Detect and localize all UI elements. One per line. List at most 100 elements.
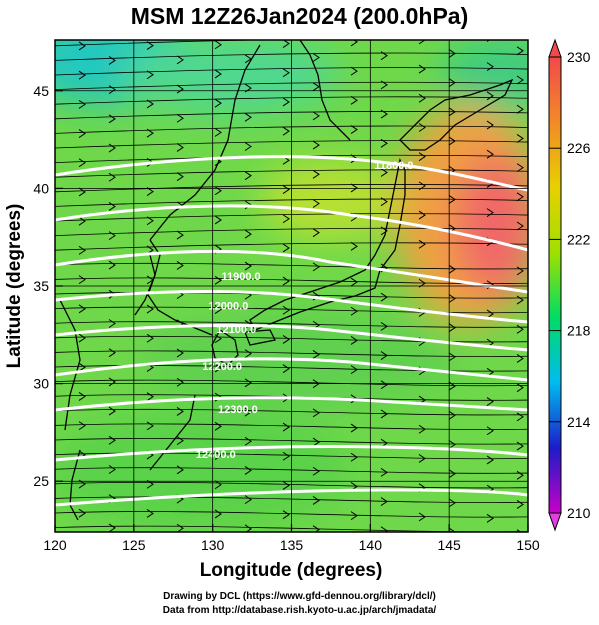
x-tick-label: 125 bbox=[122, 537, 146, 553]
streamline-arrow bbox=[108, 172, 116, 182]
streamline-arrow bbox=[486, 426, 494, 436]
hokkaido-coast bbox=[399, 78, 514, 151]
streamline-arrow bbox=[244, 495, 252, 505]
streamline bbox=[55, 183, 528, 193]
streamline-arrow bbox=[350, 336, 358, 345]
streamline-arrow bbox=[350, 365, 358, 375]
streamline bbox=[55, 423, 528, 430]
colorbar: 210 214 218 222 226 230 bbox=[548, 38, 591, 532]
contour-label: 12000.0 bbox=[209, 300, 249, 312]
streamline-arrow bbox=[108, 406, 116, 416]
streamline bbox=[55, 365, 528, 372]
credit-data: Data from http://database.rish.kyoto-u.a… bbox=[162, 605, 437, 616]
streamline-arrow bbox=[380, 380, 388, 390]
streamline-arrow bbox=[380, 351, 388, 360]
streamline-arrow bbox=[380, 109, 388, 119]
streamline-arrow bbox=[214, 363, 222, 373]
colorbar-tick-label: 226 bbox=[567, 140, 591, 156]
streamline-arrow bbox=[146, 304, 154, 314]
streamline-arrow bbox=[516, 500, 524, 509]
streamline-arrow bbox=[312, 408, 320, 418]
geopotential-contours bbox=[55, 155, 528, 507]
streamline-arrow bbox=[214, 275, 222, 285]
streamline-arrow bbox=[244, 261, 252, 271]
streamline-arrow bbox=[78, 216, 86, 226]
colorbar-tick-label: 230 bbox=[567, 49, 591, 65]
streamline-arrow bbox=[282, 276, 290, 286]
streamline-arrow bbox=[282, 97, 290, 107]
china-coast bbox=[59, 299, 81, 431]
streamline-arrow bbox=[418, 123, 426, 132]
streamline-arrow bbox=[350, 125, 358, 134]
streamline-arrow bbox=[108, 377, 116, 387]
shikoku-coast bbox=[244, 329, 276, 346]
streamline-arrow bbox=[448, 469, 456, 479]
streamline-arrow bbox=[282, 510, 290, 520]
y-tick-label: 45 bbox=[33, 83, 49, 99]
streamline-arrow bbox=[78, 508, 86, 518]
streamline-arrow bbox=[214, 509, 222, 519]
streamline-arrow bbox=[108, 435, 116, 445]
streamline bbox=[55, 110, 528, 120]
streamline-arrow bbox=[516, 221, 524, 231]
streamline bbox=[55, 321, 528, 328]
streamline-arrow bbox=[176, 143, 184, 152]
streamline-arrow bbox=[448, 440, 456, 449]
streamline-arrow bbox=[176, 113, 184, 123]
streamline-arrow bbox=[244, 142, 252, 151]
y-tick-label: 40 bbox=[33, 180, 49, 196]
coastlines bbox=[59, 40, 514, 521]
streamline-arrow bbox=[380, 497, 388, 506]
streamline-arrow bbox=[312, 350, 320, 359]
streamline-arrow bbox=[516, 295, 524, 305]
streamline-arrow bbox=[146, 333, 154, 343]
colorbar-min-arrow bbox=[548, 512, 562, 532]
streamline-arrow bbox=[486, 208, 494, 218]
streamline-arrow bbox=[214, 215, 222, 225]
streamline-arrow bbox=[176, 172, 184, 182]
streamline-arrow bbox=[282, 243, 290, 253]
streamline-arrow bbox=[312, 199, 320, 208]
streamline-arrow bbox=[244, 171, 252, 181]
streamline-arrow bbox=[448, 49, 456, 58]
streamline-arrow bbox=[78, 187, 86, 197]
streamline bbox=[55, 140, 528, 149]
graticule bbox=[55, 40, 528, 532]
streamline-arrow bbox=[448, 323, 456, 333]
wind-streamlines bbox=[55, 40, 528, 532]
streamline-arrow bbox=[282, 364, 290, 374]
streamline-arrow bbox=[108, 523, 116, 532]
korea-coast bbox=[147, 239, 213, 336]
streamline-arrow bbox=[312, 466, 320, 476]
streamline-arrow bbox=[380, 409, 388, 419]
streamline-arrow bbox=[448, 498, 456, 508]
streamline-arrow bbox=[176, 465, 184, 475]
colorbar-ticks: 210 214 218 222 226 230 bbox=[549, 49, 591, 521]
streamline-arrow bbox=[380, 168, 388, 177]
streamline-arrow bbox=[448, 527, 456, 532]
streamline-arrow bbox=[350, 511, 358, 521]
streamline-arrow bbox=[244, 466, 252, 475]
streamline-arrow bbox=[282, 451, 290, 461]
streamline-arrow bbox=[380, 321, 388, 331]
streamline-arrow bbox=[176, 348, 184, 358]
contour-label: 12400.0 bbox=[196, 449, 236, 461]
streamline-arrow bbox=[380, 138, 388, 148]
streamline bbox=[55, 496, 528, 503]
streamline bbox=[55, 213, 528, 222]
streamline-arrow bbox=[350, 423, 358, 433]
streamline-arrow bbox=[146, 421, 154, 431]
streamline-arrow bbox=[282, 68, 290, 78]
streamline-arrow bbox=[282, 481, 290, 490]
streamline-arrow bbox=[486, 397, 494, 406]
streamline-arrow bbox=[146, 392, 154, 402]
streamline-arrow bbox=[176, 261, 184, 270]
streamline bbox=[55, 242, 528, 251]
streamline-arrow bbox=[78, 421, 86, 431]
streamline-arrow bbox=[516, 383, 524, 393]
streamline-arrow bbox=[486, 91, 494, 101]
credit-drawing: Drawing by DCL (https://www.gfd-dennou.o… bbox=[163, 591, 436, 602]
streamline-arrow bbox=[312, 262, 320, 272]
streamline-arrow bbox=[146, 99, 154, 109]
streamline-arrow bbox=[312, 437, 320, 447]
